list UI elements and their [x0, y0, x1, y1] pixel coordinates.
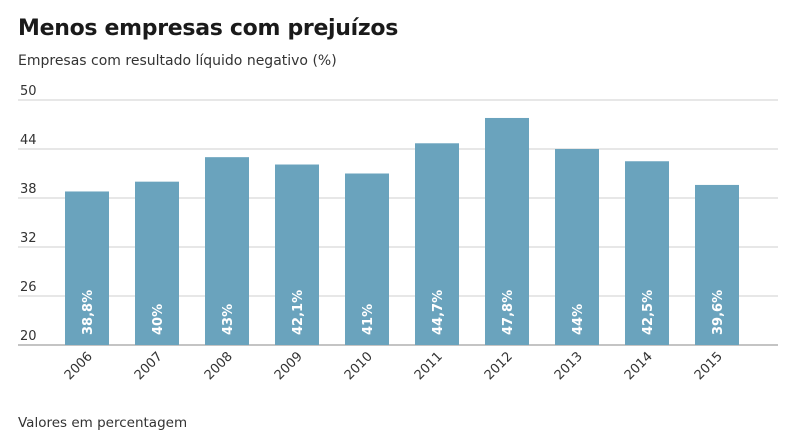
x-tick-label-2013: 2013: [552, 349, 586, 383]
bar-2009: [275, 164, 319, 345]
x-tick-label-2007: 2007: [132, 349, 166, 383]
y-tick-label: 32: [20, 231, 37, 246]
y-tick-label: 26: [20, 280, 37, 295]
x-tick-label-2009: 2009: [272, 349, 306, 383]
bar-2006: [65, 191, 109, 345]
data-label-2015: 39,6%: [711, 290, 726, 335]
bar-2007: [135, 181, 179, 345]
x-tick-label-2008: 2008: [202, 349, 236, 383]
y-tick-label: 20: [20, 329, 37, 344]
x-tick-label-2006: 2006: [62, 349, 96, 383]
data-label-2006: 38,8%: [81, 290, 96, 335]
x-tick-label-2010: 2010: [342, 349, 376, 383]
bar-2008: [205, 157, 249, 345]
y-tick-label: 44: [20, 133, 37, 148]
bar-2010: [345, 173, 389, 345]
bar-2012: [485, 117, 529, 345]
y-tick-label: 38: [20, 182, 37, 197]
data-label-2009: 42,1%: [291, 290, 306, 335]
data-label-2014: 42,5%: [641, 290, 656, 335]
x-tick-label-2014: 2014: [622, 349, 656, 383]
x-tick-label-2015: 2015: [692, 349, 726, 383]
data-label-2013: 44%: [571, 304, 586, 335]
bars: [65, 117, 739, 345]
bar-2011: [415, 143, 459, 345]
bar-2014: [625, 161, 669, 345]
y-tick-label: 50: [20, 84, 37, 99]
x-tick-label-2011: 2011: [412, 349, 446, 383]
bar-2015: [695, 184, 739, 345]
y-axis-ticks: 20 26 32 38 44 50: [20, 84, 37, 344]
chart-footer-note: Valores em percentagem: [18, 415, 188, 431]
bar-2013: [555, 149, 599, 345]
x-axis-ticks: 2006 2007 2008 2009 2010 2011 2012 2013 2014 2015: [62, 349, 726, 383]
data-label-2008: 43%: [221, 304, 236, 335]
data-label-2007: 40%: [151, 304, 166, 335]
data-labels: 38,8% 40% 43% 42,1% 41% 44,7% 47,8% 44% 42,5% 39,…: [81, 290, 726, 335]
data-label-2012: 47,8%: [501, 290, 516, 335]
data-label-2011: 44,7%: [431, 290, 446, 335]
data-label-2010: 41%: [361, 304, 376, 335]
chart-title: Menos empresas com prejuízos: [18, 16, 399, 41]
x-tick-label-2012: 2012: [482, 349, 516, 383]
chart-subtitle: Empresas com resultado líquido negativo …: [18, 53, 337, 69]
